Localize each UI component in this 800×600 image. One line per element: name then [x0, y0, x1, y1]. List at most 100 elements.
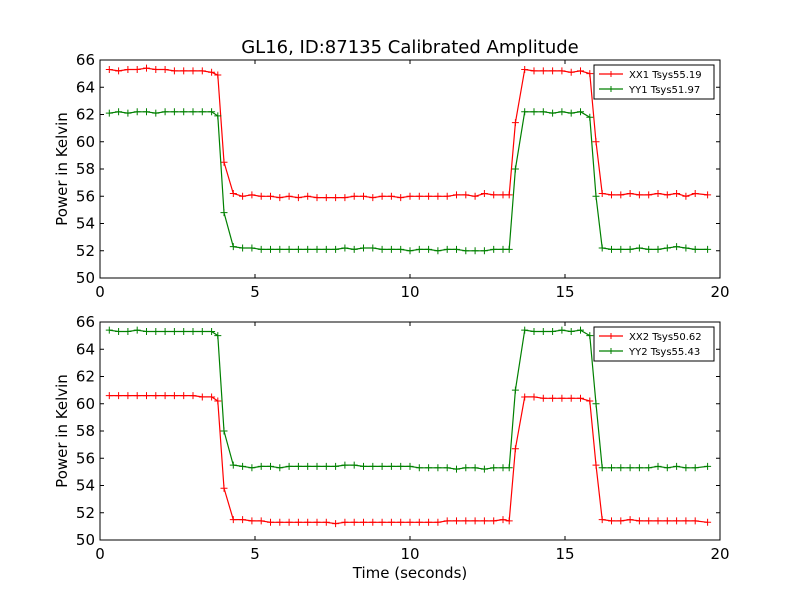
x-tick-label: 0 — [95, 545, 105, 563]
data-point — [397, 518, 405, 526]
x-tick-label: 5 — [250, 283, 260, 301]
data-point — [682, 464, 690, 472]
data-point — [304, 192, 312, 200]
legend-marker — [608, 333, 614, 339]
data-point — [586, 70, 594, 78]
data-point — [332, 194, 340, 202]
data-point — [180, 392, 188, 400]
data-point — [598, 190, 606, 198]
data-point — [480, 190, 488, 198]
data-point — [229, 461, 237, 469]
data-point — [198, 108, 206, 116]
data-point — [341, 461, 349, 469]
data-point — [257, 517, 265, 525]
data-point — [586, 332, 594, 340]
data-point — [387, 192, 395, 200]
data-point — [267, 245, 274, 253]
data-point — [617, 517, 625, 525]
data-point — [608, 464, 615, 472]
data-point — [434, 464, 442, 472]
data-point — [521, 326, 529, 334]
data-point — [558, 326, 566, 334]
data-point — [645, 191, 653, 199]
legend: XX1 Tsys55.19 YY1 Tsys51.97 — [593, 64, 715, 100]
plot-frame — [99, 321, 721, 541]
data-point — [480, 465, 488, 473]
data-point — [350, 461, 358, 469]
data-point — [617, 245, 625, 253]
data-point — [577, 108, 584, 116]
data-point — [294, 518, 302, 526]
data-point — [152, 328, 160, 336]
data-point — [617, 191, 625, 199]
y-tick-label: 64 — [76, 78, 95, 96]
y-axis-label: Power in Kelvin — [53, 112, 71, 226]
data-point — [462, 464, 470, 472]
data-point — [189, 108, 197, 116]
data-point — [133, 66, 141, 74]
data-point — [592, 138, 600, 146]
data-point — [499, 516, 507, 524]
data-point — [248, 244, 256, 252]
data-point — [276, 194, 284, 202]
data-point — [313, 194, 321, 202]
data-point — [124, 66, 132, 74]
data-point — [294, 462, 302, 470]
data-point — [663, 191, 671, 199]
data-point — [248, 517, 256, 525]
data-point — [115, 67, 123, 75]
legend-label: YY1 Tsys51.97 — [628, 85, 700, 96]
data-point — [350, 192, 358, 200]
y-tick-label: 54 — [76, 215, 95, 233]
data-point — [152, 66, 160, 74]
y-tick-label: 50 — [76, 269, 95, 287]
data-point — [313, 462, 321, 470]
data-point — [443, 464, 451, 472]
data-point — [170, 392, 178, 400]
data-point — [105, 66, 113, 74]
data-point — [387, 245, 395, 253]
data-point — [471, 192, 479, 200]
data-point — [663, 517, 671, 525]
data-point — [521, 108, 529, 116]
data-point — [322, 245, 330, 253]
data-point — [480, 517, 488, 525]
y-tick-label: 52 — [76, 504, 95, 522]
data-point — [434, 192, 442, 200]
legend-entry: XX2 Tsys50.62 — [599, 332, 702, 343]
data-point — [239, 244, 247, 252]
series-1 — [105, 64, 712, 202]
data-point — [663, 244, 671, 252]
data-point — [499, 464, 507, 472]
legend-entry: YY1 Tsys51.97 — [599, 85, 700, 96]
legend-entry: YY2 Tsys55.43 — [599, 347, 700, 358]
data-point — [406, 462, 414, 470]
data-point — [360, 244, 367, 252]
data-point — [124, 392, 132, 400]
data-point — [530, 67, 538, 75]
legend-label: XX1 Tsys55.19 — [629, 70, 702, 81]
data-point — [443, 517, 451, 525]
data-point — [645, 245, 653, 253]
data-point — [598, 464, 606, 472]
plot-frame — [99, 59, 721, 279]
data-point — [645, 517, 653, 525]
data-point — [105, 109, 113, 117]
data-point — [397, 245, 405, 253]
data-point — [214, 397, 222, 405]
data-point — [208, 328, 216, 336]
data-point — [453, 465, 460, 473]
data-point — [360, 518, 367, 526]
data-point — [143, 64, 150, 72]
data-point — [322, 518, 330, 526]
data-point — [214, 332, 222, 340]
data-point — [220, 158, 228, 166]
y-tick-label: 52 — [76, 242, 95, 260]
data-point — [462, 247, 470, 255]
legend-marker — [608, 86, 614, 92]
top-panel: 50 52 54 56 58 60 62 64 66 0 5 10 15 20 Power in Kelvi… — [53, 51, 730, 301]
data-point — [511, 119, 519, 127]
data-point — [257, 245, 265, 253]
data-point — [434, 518, 442, 526]
data-point — [558, 394, 566, 402]
